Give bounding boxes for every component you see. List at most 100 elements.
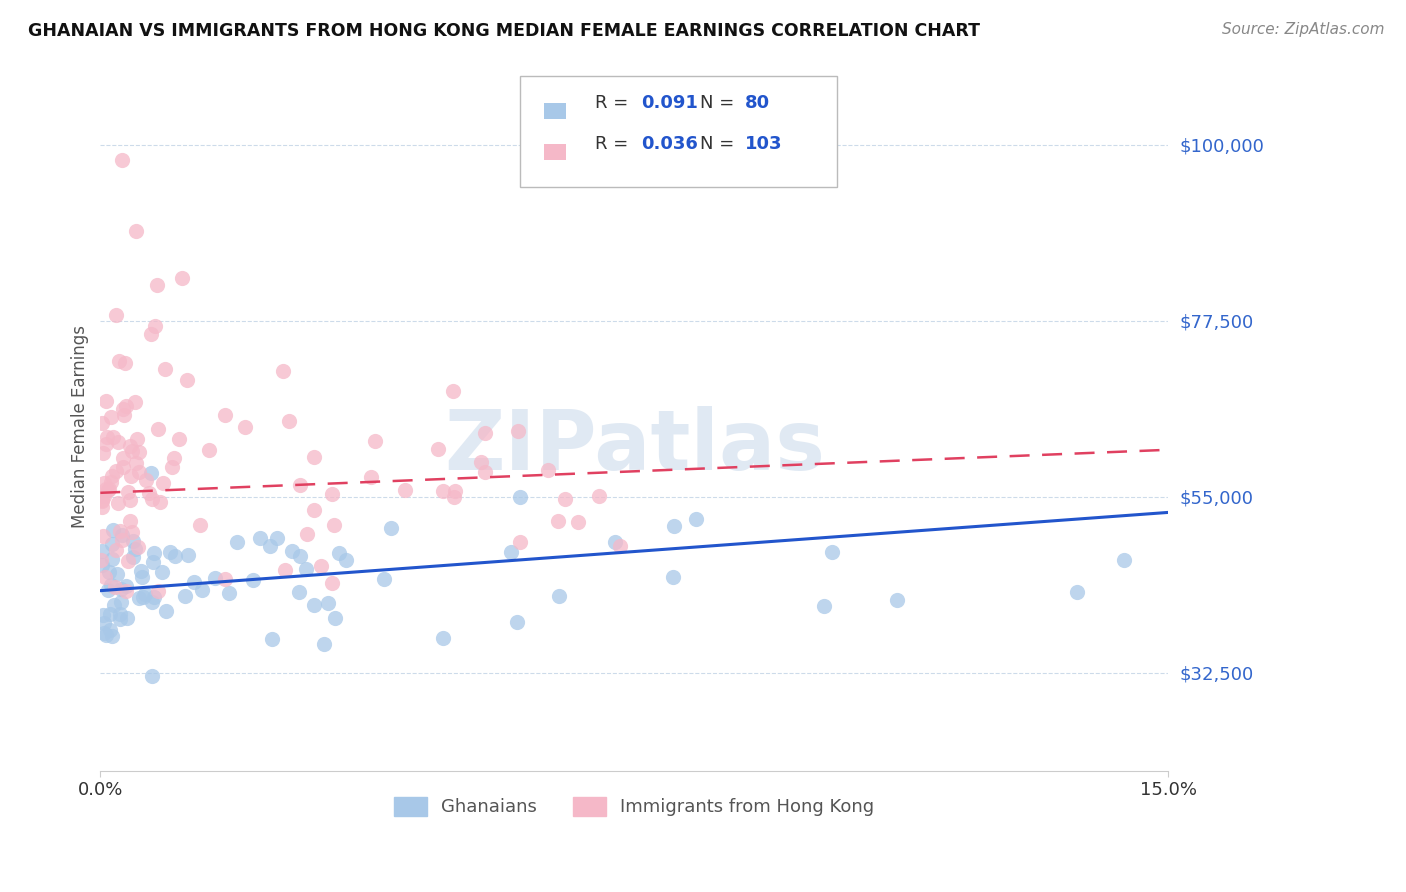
Point [588,489,610,503]
Point [288,478,311,492]
Point [146,422,169,436]
Point [91,446,114,460]
Point [124,541,146,556]
Point [288,585,311,599]
Point [141,595,163,609]
Point [364,434,387,448]
Point [115,399,138,413]
Point [886,593,908,607]
Point [218,586,240,600]
Point [101,469,124,483]
Point [115,578,138,592]
Point [91,558,114,573]
Point [132,591,155,605]
Point [1114,553,1136,567]
Point [121,525,143,540]
Point [335,553,357,567]
Point [107,354,129,368]
Point [328,546,350,560]
Point [233,420,256,434]
Point [214,408,236,422]
Point [605,534,627,549]
Point [273,364,295,378]
Point [159,544,181,558]
Point [360,470,382,484]
Point [125,432,148,446]
Point [114,355,136,369]
Point [110,582,132,596]
Point [111,527,134,541]
Point [190,517,212,532]
Point [107,566,129,581]
Point [288,549,311,564]
Text: 103: 103 [745,136,783,153]
Point [134,587,156,601]
Text: N =: N = [700,136,740,153]
Point [149,495,172,509]
Point [191,583,214,598]
Point [127,540,149,554]
Point [110,524,132,538]
Point [91,417,114,431]
Point [277,414,299,428]
Point [105,542,128,557]
Point [111,533,134,548]
Point [100,475,122,490]
Point [260,632,283,646]
Point [138,485,160,500]
Point [121,443,143,458]
Legend: Ghanaians, Immigrants from Hong Kong: Ghanaians, Immigrants from Hong Kong [387,789,882,823]
Point [394,483,416,498]
Point [609,539,631,553]
Point [312,636,335,650]
Point [120,439,142,453]
Point [91,528,114,542]
Point [167,432,190,446]
Point [90,553,112,567]
Point [274,563,297,577]
Text: R =: R = [595,136,634,153]
Point [112,409,135,423]
Text: N =: N = [700,95,740,112]
Point [115,583,138,598]
Text: R =: R = [595,95,634,112]
Point [380,521,402,535]
Point [120,468,142,483]
Point [302,450,325,464]
Point [90,492,112,507]
Point [118,514,141,528]
Text: Source: ZipAtlas.com: Source: ZipAtlas.com [1222,22,1385,37]
Point [1066,584,1088,599]
Point [96,628,118,642]
Point [506,424,529,438]
Point [441,384,464,398]
Point [93,489,115,503]
Point [101,537,124,551]
Point [226,535,249,549]
Point [432,631,454,645]
Point [160,460,183,475]
Point [128,445,150,459]
Point [685,511,707,525]
Point [110,595,132,609]
Point [128,465,150,479]
Point [153,362,176,376]
Point [104,580,127,594]
Point [662,519,685,533]
Point [146,278,169,293]
Point [111,153,134,168]
Point [141,669,163,683]
Point [142,590,165,604]
Point [143,319,166,334]
Point [90,500,112,514]
Text: 0.091: 0.091 [641,95,697,112]
Point [97,483,120,497]
Y-axis label: Median Female Earnings: Median Female Earnings [72,325,89,528]
Point [111,450,134,465]
Point [108,607,131,622]
Point [131,564,153,578]
Point [124,395,146,409]
Point [93,476,115,491]
Point [432,483,454,498]
Point [242,573,264,587]
